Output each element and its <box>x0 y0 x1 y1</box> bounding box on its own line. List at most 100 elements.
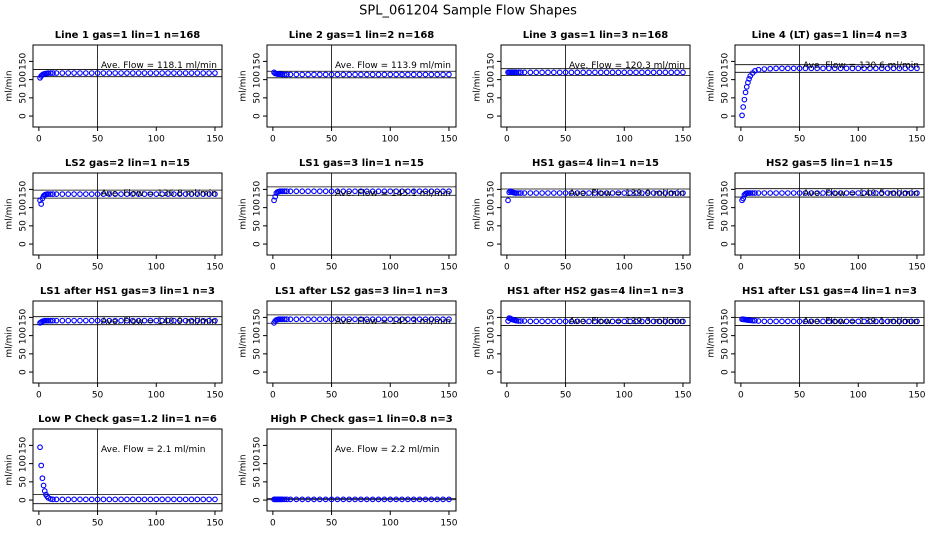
point <box>802 65 809 72</box>
point <box>299 71 306 78</box>
point <box>808 190 815 196</box>
point <box>206 70 212 76</box>
point <box>410 188 417 195</box>
y-tick-label: 50 <box>19 476 29 488</box>
point <box>47 191 54 197</box>
point <box>440 71 446 78</box>
point <box>206 317 212 324</box>
point <box>796 190 803 196</box>
point <box>165 496 171 503</box>
point <box>434 188 441 195</box>
point <box>322 316 329 323</box>
point <box>914 318 920 325</box>
point <box>129 70 136 76</box>
point <box>674 318 680 325</box>
point <box>521 318 528 324</box>
point <box>855 65 862 72</box>
point <box>188 317 195 324</box>
point <box>375 71 382 78</box>
x-tick-label: 150 <box>908 391 925 401</box>
point <box>393 71 399 78</box>
point <box>597 318 604 325</box>
x-tick-label: 150 <box>440 519 457 529</box>
point <box>597 69 604 76</box>
point <box>633 190 639 196</box>
point <box>159 191 165 197</box>
x-tick-label: 0 <box>738 263 744 273</box>
point <box>568 190 575 196</box>
point <box>106 70 113 76</box>
y-tick-label: 50 <box>721 92 731 104</box>
point <box>77 70 83 76</box>
point <box>405 316 411 323</box>
annotation: Ave. Flow = 139.9 ml/min <box>569 189 685 199</box>
y-axis-label: ml/min <box>707 198 717 229</box>
point <box>644 69 651 76</box>
point <box>206 496 212 503</box>
point <box>761 66 768 72</box>
point <box>908 318 914 325</box>
plot-box <box>734 172 925 256</box>
point <box>200 70 207 76</box>
panel-title: HS2 gas=5 lin=1 n=15 <box>766 158 893 169</box>
point <box>118 317 124 324</box>
point <box>867 318 873 325</box>
x-tick-label: 100 <box>148 135 165 145</box>
point <box>802 318 809 325</box>
point <box>739 112 745 119</box>
plot-box <box>500 172 691 256</box>
point <box>621 69 628 76</box>
point <box>118 496 124 503</box>
point <box>908 190 914 196</box>
point <box>896 190 903 196</box>
y-tick-label: 150 <box>19 437 29 454</box>
point <box>422 316 429 323</box>
point <box>580 69 587 76</box>
point <box>745 79 751 86</box>
point <box>129 191 136 197</box>
point <box>334 71 341 78</box>
point <box>141 496 148 503</box>
point <box>434 316 441 323</box>
y-tick-label: 0 <box>721 241 731 247</box>
point <box>761 318 768 325</box>
y-tick-label: 150 <box>253 309 263 326</box>
point <box>574 69 581 76</box>
y-tick-label: 150 <box>19 53 29 70</box>
point <box>741 96 748 103</box>
point <box>77 317 83 324</box>
y-tick-label: 100 <box>487 199 497 216</box>
point <box>206 191 212 197</box>
point <box>680 318 686 325</box>
point <box>592 318 598 325</box>
point <box>399 71 405 78</box>
point <box>749 190 756 196</box>
point <box>59 317 66 324</box>
y-tick-label: 50 <box>487 220 497 232</box>
plot-box <box>266 300 457 384</box>
point <box>59 191 66 197</box>
point <box>416 71 423 78</box>
y-tick-label: 100 <box>253 327 263 344</box>
point <box>147 70 154 76</box>
y-axis-label: ml/min <box>707 326 717 357</box>
point <box>112 496 119 503</box>
x-tick-label: 50 <box>794 135 806 145</box>
point <box>100 70 107 76</box>
point <box>194 191 201 197</box>
main-title: SPL_061204 Sample Flow Shapes <box>359 4 577 19</box>
annotation: Ave. Flow = 140.5 ml/min <box>803 189 919 199</box>
x-tick-label: 0 <box>270 391 276 401</box>
point <box>129 317 136 324</box>
point <box>755 66 762 73</box>
y-tick-label: 150 <box>487 181 497 198</box>
point <box>428 188 435 195</box>
y-tick-label: 0 <box>19 369 29 375</box>
point <box>316 316 323 323</box>
point <box>212 70 218 76</box>
point <box>784 318 791 325</box>
point <box>65 70 72 76</box>
point <box>281 188 288 195</box>
point <box>299 316 306 323</box>
point <box>656 318 663 325</box>
